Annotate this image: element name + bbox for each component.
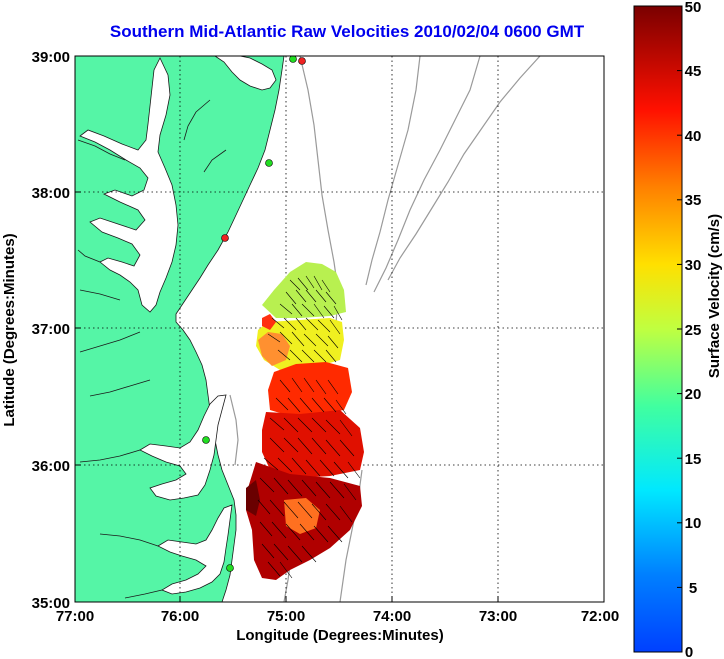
colorbar-tick-label: 10	[685, 515, 702, 532]
x-tick-label: 72:00	[581, 608, 619, 625]
colorbar-tick-label: 40	[685, 128, 702, 145]
y-tick-label: 39:00	[32, 49, 70, 66]
y-tick-label: 38:00	[32, 185, 70, 202]
map-title: Southern Mid-Atlantic Raw Velocities 201…	[109, 22, 585, 41]
chesapeake-bay	[79, 57, 179, 313]
plot-frame	[74, 55, 605, 603]
y-tick-label: 36:00	[32, 458, 70, 475]
station-marker	[289, 56, 297, 63]
colorbar-tick-label: 45	[685, 63, 702, 80]
velocity-vectors	[257, 275, 361, 579]
colorbar-tick-label: 15	[685, 451, 702, 468]
tick-marks	[74, 55, 605, 603]
velocity-field-south	[246, 362, 364, 580]
station-marker	[298, 57, 306, 65]
x-tick-label: 76:00	[161, 608, 199, 625]
station-marker	[226, 564, 234, 572]
velocity-field-north	[256, 262, 346, 370]
x-tick-label: 74:00	[373, 608, 411, 625]
x-tick-label: 73:00	[479, 608, 517, 625]
x-tick-label: 77:00	[56, 608, 94, 625]
colorbar-tick-label: 25	[685, 322, 702, 339]
delaware-bay	[214, 56, 277, 91]
colorbar-tick-label: 0	[685, 644, 693, 659]
colorbar-tick-label: 30	[685, 257, 702, 274]
x-axis-label: Longitude (Degrees:Minutes)	[236, 627, 444, 644]
colorbar-tick-label: 50	[685, 0, 702, 16]
colorbar-tick-label: 5	[689, 580, 697, 597]
station-marker	[221, 234, 229, 242]
pamlico-sound	[139, 394, 227, 501]
rivers	[77, 99, 227, 599]
pamlico-sound-south	[157, 504, 233, 595]
y-axis-label: Latitude (Degrees:Minutes)	[1, 233, 18, 426]
colorbar	[633, 5, 683, 653]
colorbar-label: Surface Velocity (cm/s)	[706, 214, 723, 378]
land-mass	[75, 56, 285, 602]
colorbar-tick-label: 35	[685, 192, 702, 209]
station-marker	[202, 436, 210, 444]
y-tick-label: 37:00	[32, 321, 70, 338]
x-tick-label: 75:00	[267, 608, 305, 625]
y-tick-label: 35:00	[32, 595, 70, 612]
colorbar-ticks	[677, 5, 682, 588]
colorbar-tick-label: 20	[685, 386, 702, 403]
station-marker	[265, 159, 273, 167]
